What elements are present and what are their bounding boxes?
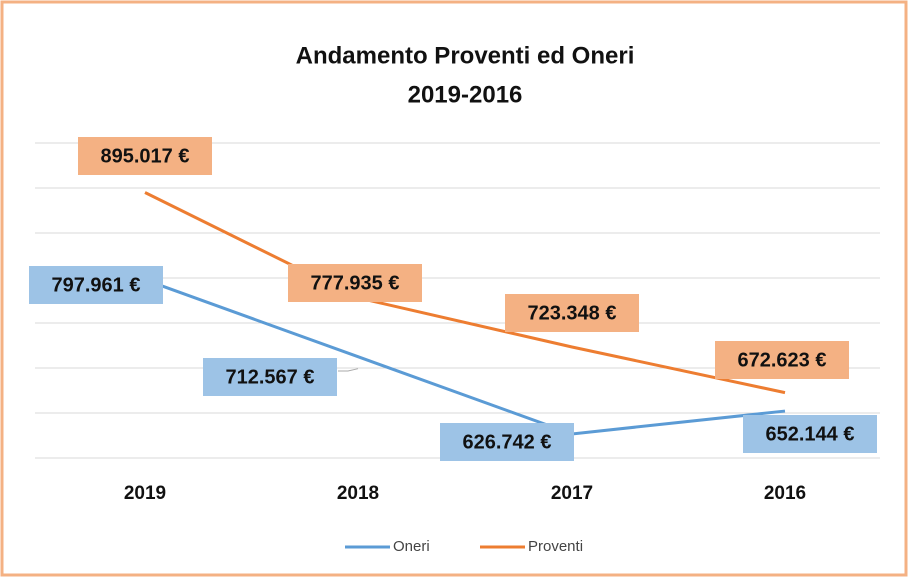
- legend-label: Proventi: [528, 538, 583, 555]
- data-label: 797.961 €: [52, 274, 141, 296]
- label-box: [440, 423, 574, 461]
- x-tick-label: 2019: [124, 483, 166, 504]
- data-label: 652.144 €: [766, 423, 855, 445]
- data-label: 895.017 €: [101, 145, 190, 167]
- x-tick-label: 2018: [337, 483, 379, 504]
- chart-title: Andamento Proventi ed Oneri: [296, 42, 635, 69]
- data-label: 626.742 €: [463, 431, 552, 453]
- label-box: [29, 266, 163, 304]
- label-box: [203, 358, 337, 396]
- series-line: [144, 191, 786, 395]
- x-tick-label: 2016: [764, 483, 806, 504]
- data-label: 712.567 €: [226, 366, 315, 388]
- label-box: [78, 137, 212, 175]
- data-label: 777.935 €: [311, 272, 400, 294]
- label-box: [288, 264, 422, 302]
- data-label: 672.623 €: [738, 349, 827, 371]
- label-box: [715, 341, 849, 379]
- series-line: [144, 278, 786, 436]
- label-box: [743, 415, 877, 453]
- x-tick-label: 2017: [551, 483, 593, 504]
- data-label: 723.348 €: [528, 302, 617, 324]
- chart-subtitle: 2019-2016: [408, 81, 523, 108]
- leader-line: [338, 368, 359, 372]
- label-box: [505, 294, 639, 332]
- legend-label: Oneri: [393, 538, 430, 555]
